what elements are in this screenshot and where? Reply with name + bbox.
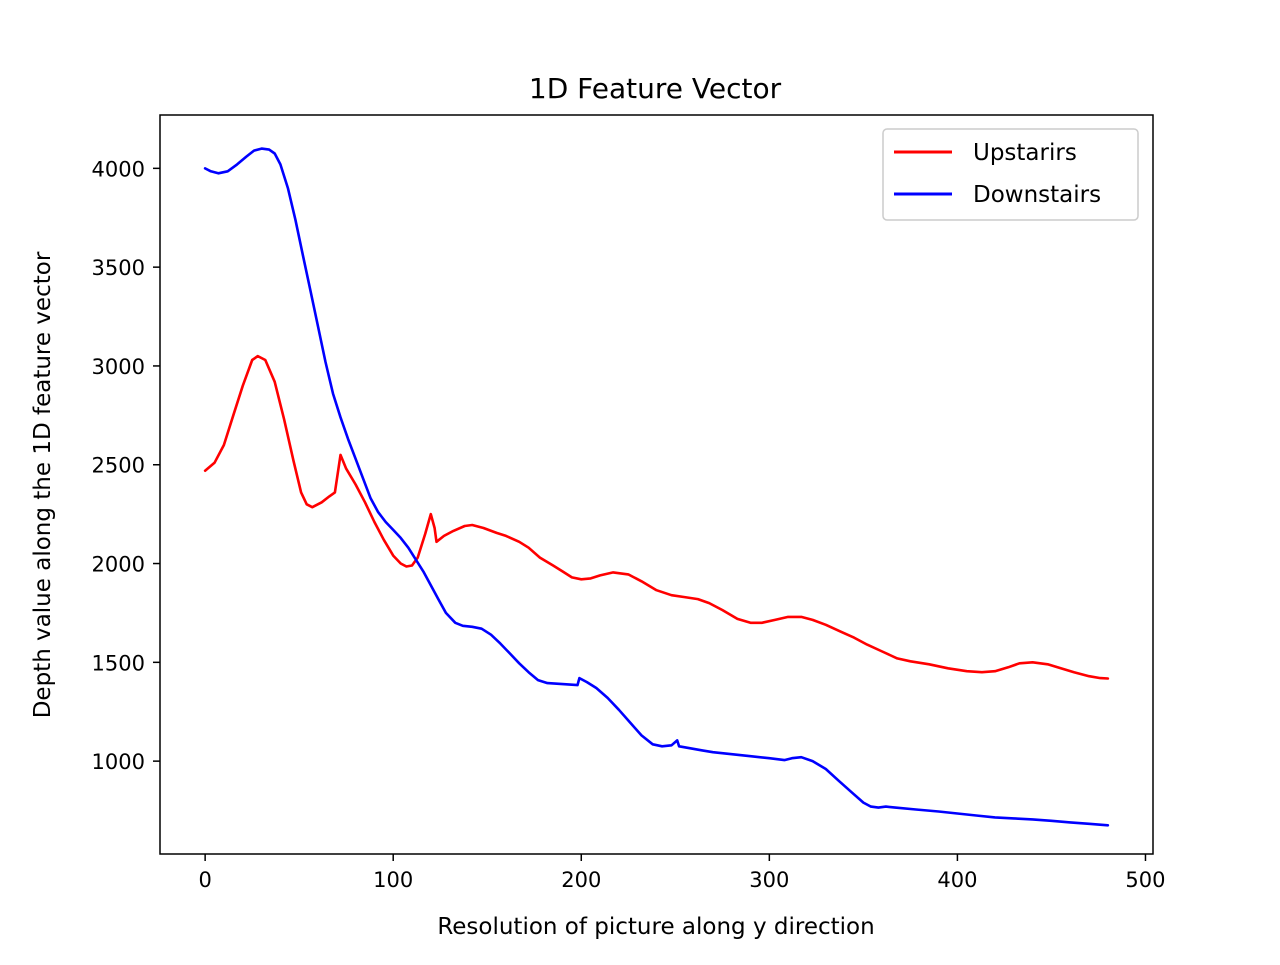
x-tick-label: 400 <box>937 868 977 892</box>
legend-label-downstairs: Downstairs <box>973 182 1101 208</box>
x-tick-label: 300 <box>749 868 789 892</box>
series-layer <box>203 147 1110 827</box>
y-axis-ticks: 1000 1500 2000 2500 3000 3500 4000 <box>92 157 160 774</box>
legend: Upstarirs Downstairs <box>882 128 1139 221</box>
x-tick-label: 0 <box>198 868 211 892</box>
y-axis-label: Depth value along the 1D feature vector <box>30 251 56 718</box>
y-tick-label: 3000 <box>92 355 145 379</box>
x-tick-label: 500 <box>1125 868 1165 892</box>
y-tick-label: 2500 <box>92 454 145 478</box>
y-tick-label: 1000 <box>92 750 145 774</box>
x-tick-label: 200 <box>561 868 601 892</box>
x-axis-ticks: 0 100 200 300 400 500 <box>198 854 1166 892</box>
y-tick-label: 3500 <box>92 256 145 280</box>
x-tick-label: 100 <box>373 868 413 892</box>
y-tick-label: 2000 <box>92 553 145 577</box>
plot-frame <box>159 114 1154 855</box>
legend-label-upstarirs: Upstarirs <box>973 140 1077 166</box>
chart-title: 1D Feature Vector <box>529 72 782 105</box>
series-line-upstarirs <box>203 354 1110 680</box>
x-axis-label: Resolution of picture along y direction <box>437 914 874 940</box>
y-tick-label: 4000 <box>92 157 145 181</box>
y-tick-label: 1500 <box>92 651 145 675</box>
series-line-downstairs <box>203 147 1110 827</box>
